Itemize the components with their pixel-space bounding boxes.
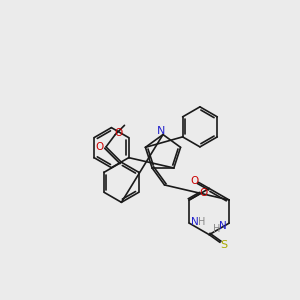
Text: H: H <box>213 224 220 234</box>
Text: N: N <box>219 221 227 231</box>
Text: O: O <box>95 142 103 152</box>
Text: O: O <box>114 128 122 138</box>
Text: N: N <box>191 217 199 226</box>
Text: O: O <box>190 176 199 186</box>
Text: H: H <box>198 217 205 226</box>
Text: S: S <box>220 240 227 250</box>
Text: N: N <box>157 127 166 136</box>
Text: O: O <box>199 188 207 198</box>
